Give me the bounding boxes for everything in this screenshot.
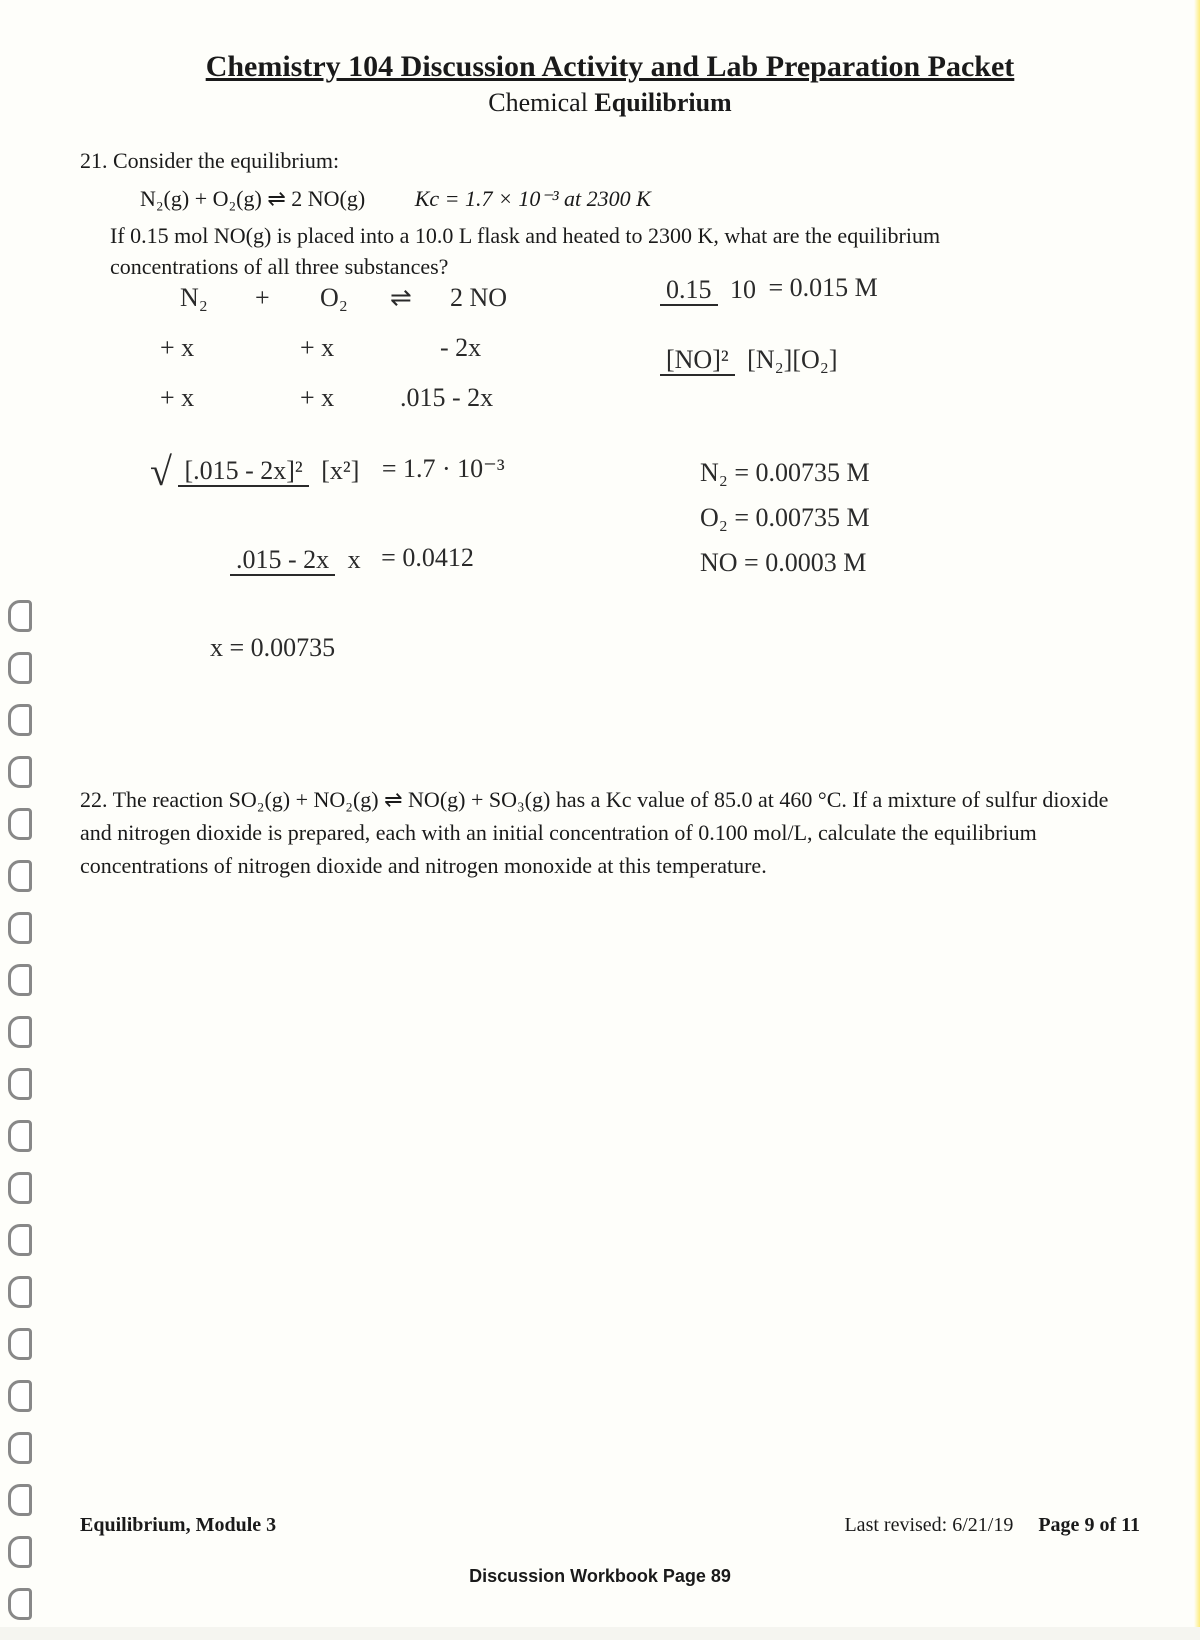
subtitle-part1: Chemical <box>488 88 594 117</box>
document-subtitle: Chemical Equilibrium <box>80 88 1140 118</box>
hw-step2-top: .015 - 2x <box>230 545 335 576</box>
footer-right: Last revised: 6/21/19 Page 9 of 11 <box>844 1514 1140 1537</box>
spiral-binding <box>8 600 38 1640</box>
hw-step2-eq: = 0.0412 <box>381 543 474 572</box>
hw-sqrt-eq: = 1.7 · 10⁻³ <box>382 454 505 483</box>
handwritten-work: N₂ + O₂ ⇌ 2 NO + x + x - 2x + x + x .015… <box>140 283 1140 703</box>
hw-r2c: - 2x <box>440 333 481 363</box>
bottom-page-label: Discussion Workbook Page 89 <box>0 1566 1200 1587</box>
hw-conc-frac: 0.15 10 = 0.015 M <box>660 273 878 305</box>
hw-n2: N₂ <box>180 283 208 313</box>
problem-22-number: 22. <box>80 787 108 812</box>
problem-number: 21. <box>80 148 108 173</box>
hw-conc-eq: = 0.015 M <box>769 273 878 302</box>
page-number: 9 of 11 <box>1084 1514 1140 1536</box>
hw-kexpr: [NO]² [N₂][O₂] <box>660 343 844 375</box>
hw-r3b: + x <box>300 383 334 413</box>
hw-ans-n2: N₂ = 0.00735 M <box>700 458 870 488</box>
worksheet-page: Chemistry 104 Discussion Activity and La… <box>0 0 1200 1627</box>
subtitle-part2: Equilibrium <box>594 88 731 117</box>
revised-date: 6/21/19 <box>952 1514 1013 1536</box>
document-title: Chemistry 104 Discussion Activity and La… <box>80 50 1140 84</box>
hw-step2: .015 - 2x x = 0.0412 <box>230 543 474 575</box>
hw-r2b: + x <box>300 333 334 363</box>
kc-value: Kc = 1.7 × 10⁻³ at 2300 K <box>415 186 651 211</box>
hw-ans-no: NO = 0.0003 M <box>700 548 866 578</box>
hw-arrow: ⇌ <box>390 283 412 313</box>
hw-sqrt: √ [.015 - 2x]² [x²] = 1.7 · 10⁻³ <box>150 448 505 495</box>
hw-x-result: x = 0.00735 <box>210 633 335 663</box>
revised-label: Last revised: <box>844 1514 952 1536</box>
hw-r3a: + x <box>160 383 194 413</box>
hw-ans-o2: O₂ = 0.00735 M <box>700 503 870 533</box>
hw-conc-bot: 10 <box>724 275 762 304</box>
chemical-equation: N₂(g) + O₂(g) ⇌ 2 NO(g) <box>140 186 365 211</box>
page-footer: Equilibrium, Module 3 Last revised: 6/21… <box>80 1514 1140 1537</box>
hw-r3c: .015 - 2x <box>400 383 493 413</box>
hw-sqrt-top: [.015 - 2x]² <box>178 456 308 487</box>
question-line-2: concentrations of all three substances? <box>110 252 1140 283</box>
hw-kexpr-bot: [N₂][O₂] <box>741 345 843 374</box>
equation-line: N₂(g) + O₂(g) ⇌ 2 NO(g) Kc = 1.7 × 10⁻³ … <box>140 182 1140 215</box>
hw-2no: 2 NO <box>450 283 507 313</box>
hw-sqrt-bot: [x²] <box>315 456 365 485</box>
problem-22-text: The reaction SO₂(g) + NO₂(g) ⇌ NO(g) + S… <box>80 787 1108 878</box>
hw-r2a: + x <box>160 333 194 363</box>
page-label: Page <box>1038 1514 1084 1536</box>
page-edge <box>1194 0 1200 1627</box>
problem-intro-text: Consider the equilibrium: <box>113 148 339 173</box>
hw-conc-top: 0.15 <box>660 275 718 306</box>
hw-o2: O₂ <box>320 283 348 313</box>
problem-21-intro: 21. Consider the equilibrium: <box>80 148 1140 174</box>
problem-22: 22. The reaction SO₂(g) + NO₂(g) ⇌ NO(g)… <box>80 783 1140 882</box>
footer-module: Equilibrium, Module 3 <box>80 1514 276 1537</box>
hw-kexpr-top: [NO]² <box>660 345 735 376</box>
hw-step2-bot: x <box>342 545 367 574</box>
question-line-1: If 0.15 mol NO(g) is placed into a 10.0 … <box>110 221 1140 252</box>
hw-plus: + <box>255 283 270 313</box>
problem-21: 21. Consider the equilibrium: N₂(g) + O₂… <box>80 148 1140 703</box>
